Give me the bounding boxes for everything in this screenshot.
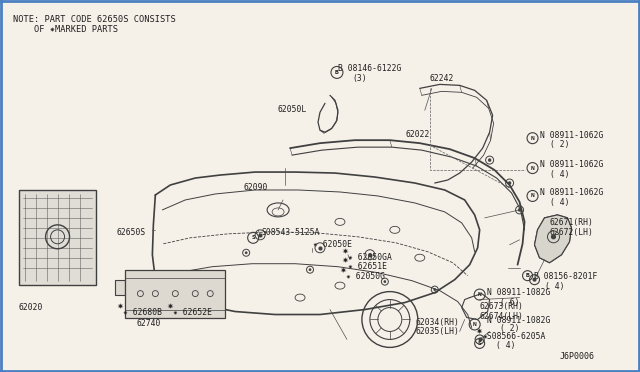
Text: B 08146-6122G: B 08146-6122G <box>338 64 401 73</box>
Text: ✷ 62050GA: ✷ 62050GA <box>348 253 392 262</box>
Text: N 08911-1062G: N 08911-1062G <box>540 188 603 197</box>
Circle shape <box>384 280 386 283</box>
Text: ✷: ✷ <box>342 248 348 257</box>
Text: 62673(RH): 62673(RH) <box>479 302 524 311</box>
Text: OF ✷MARKED PARTS: OF ✷MARKED PARTS <box>13 25 118 33</box>
Text: 62242: 62242 <box>430 74 454 83</box>
Text: ✷ 62651E: ✷ 62651E <box>348 262 387 271</box>
Text: S08543-5125A: S08543-5125A <box>261 228 319 237</box>
Circle shape <box>518 208 521 211</box>
Text: NOTE: PART CODE 62650S CONSISTS: NOTE: PART CODE 62650S CONSISTS <box>13 15 175 24</box>
Text: ✷ 62050G: ✷ 62050G <box>346 272 385 281</box>
FancyBboxPatch shape <box>115 280 125 295</box>
Text: 62035(LH): 62035(LH) <box>416 327 460 336</box>
Text: (3): (3) <box>352 74 367 83</box>
Text: N: N <box>473 322 477 327</box>
Text: 62050L: 62050L <box>278 105 307 114</box>
Text: ✷ 62680B: ✷ 62680B <box>124 308 163 317</box>
Text: ( 4): ( 4) <box>495 341 515 350</box>
Circle shape <box>533 278 536 281</box>
Text: N 08911-1062G: N 08911-1062G <box>540 131 603 140</box>
Text: J6P0006: J6P0006 <box>559 352 595 361</box>
Circle shape <box>508 182 511 185</box>
Text: 62034(RH): 62034(RH) <box>416 318 460 327</box>
Text: ✷: ✷ <box>342 257 348 266</box>
Text: 62740: 62740 <box>136 320 161 328</box>
Text: 62020: 62020 <box>19 302 43 312</box>
Text: N 08911-1062G: N 08911-1062G <box>540 160 603 169</box>
Text: ✷S08566-6205A: ✷S08566-6205A <box>483 331 546 340</box>
Polygon shape <box>534 215 572 263</box>
Text: N: N <box>478 292 481 297</box>
Text: ( 6): ( 6) <box>500 298 519 307</box>
Text: 62090: 62090 <box>244 183 268 192</box>
Circle shape <box>488 158 491 161</box>
Text: ( 4): ( 4) <box>545 282 564 291</box>
FancyBboxPatch shape <box>19 190 97 285</box>
Text: ( 4): ( 4) <box>550 198 569 207</box>
Text: ✷: ✷ <box>339 267 346 276</box>
Text: ✷: ✷ <box>476 328 483 337</box>
Text: ( 2): ( 2) <box>550 140 569 149</box>
Text: B: B <box>525 273 529 278</box>
Text: ( 2): ( 2) <box>500 324 519 333</box>
Text: 62022: 62022 <box>405 130 430 139</box>
Text: N 08911-1082G: N 08911-1082G <box>486 288 550 296</box>
Text: 62650S: 62650S <box>116 228 145 237</box>
Text: 62672(LH): 62672(LH) <box>550 228 593 237</box>
Text: S: S <box>252 235 255 240</box>
Text: ✷ 62050E: ✷ 62050E <box>313 240 352 249</box>
Text: B 08156-8201F: B 08156-8201F <box>534 272 597 281</box>
Text: 62674(LH): 62674(LH) <box>479 311 524 321</box>
Text: N: N <box>531 166 534 171</box>
Text: 62671(RH): 62671(RH) <box>550 218 593 227</box>
Text: ✷: ✷ <box>167 303 174 312</box>
Text: ✷: ✷ <box>117 303 124 312</box>
Circle shape <box>309 269 311 271</box>
Text: ✷ 62652E: ✷ 62652E <box>173 308 212 317</box>
FancyBboxPatch shape <box>125 270 225 318</box>
Text: N: N <box>531 193 534 199</box>
Text: ( 4): ( 4) <box>550 170 569 179</box>
Text: N 08911-1082G: N 08911-1082G <box>486 315 550 324</box>
Circle shape <box>552 235 556 239</box>
Text: B: B <box>335 70 339 75</box>
Circle shape <box>434 289 436 291</box>
Text: N: N <box>531 136 534 141</box>
Text: S: S <box>478 341 481 346</box>
Circle shape <box>245 252 247 254</box>
